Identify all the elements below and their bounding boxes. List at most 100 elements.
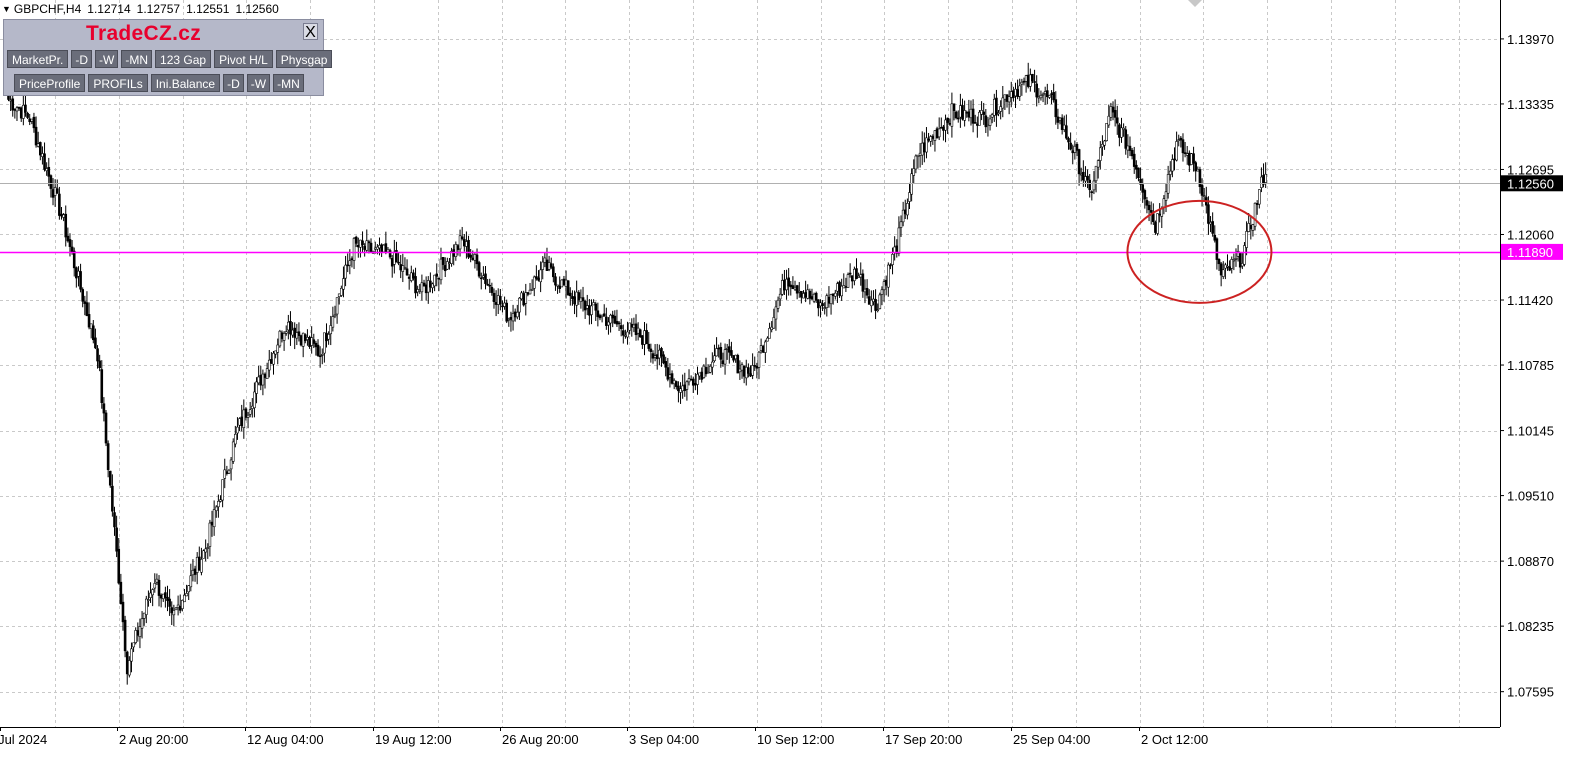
candle-body-up <box>1253 202 1257 227</box>
profils-button[interactable]: PROFILs <box>88 74 148 92</box>
candle-body-up <box>1043 91 1047 95</box>
candle <box>520 290 523 301</box>
candle <box>543 252 547 268</box>
candle <box>607 317 610 335</box>
candle <box>47 157 51 187</box>
candle <box>976 116 979 138</box>
candle <box>1219 261 1223 287</box>
candle-body-up <box>590 305 593 315</box>
candle <box>715 337 718 357</box>
weekly-button[interactable]: -W <box>95 50 119 68</box>
candle <box>1022 77 1026 86</box>
daily-button[interactable]: -D <box>71 50 93 68</box>
candle <box>248 401 252 418</box>
candle-body-down <box>844 286 848 288</box>
gap-123-button[interactable]: 123 Gap <box>155 50 212 68</box>
initial-balance-button[interactable]: Ini.Balance <box>150 74 221 92</box>
candle-body-up <box>1224 264 1227 269</box>
candle-body-down <box>346 264 350 267</box>
candle-body-up <box>511 313 515 322</box>
candle-body-down <box>954 111 958 119</box>
close-button[interactable]: X <box>303 23 318 41</box>
candle-body-down <box>647 343 651 349</box>
candle <box>808 288 812 305</box>
candle <box>522 290 525 307</box>
candle <box>320 348 324 365</box>
candle-body-down <box>1143 190 1147 200</box>
candle <box>223 458 227 489</box>
candle <box>327 331 330 345</box>
candle-body-up <box>284 331 288 334</box>
candle-body-up <box>1168 170 1172 175</box>
candle <box>136 622 140 642</box>
candle-body-down <box>350 258 354 260</box>
candle <box>106 440 110 478</box>
candle <box>306 329 309 346</box>
candle <box>62 213 65 222</box>
candle-body-down <box>280 332 284 339</box>
ib-weekly-button[interactable]: -W <box>246 74 271 92</box>
monthly-button[interactable]: -MN <box>121 50 153 68</box>
candle-body-up <box>980 110 983 115</box>
candle-body-down <box>1207 204 1210 224</box>
candle <box>225 465 229 476</box>
candle-body-up <box>1226 265 1229 268</box>
candle <box>130 642 133 673</box>
candle <box>1234 248 1238 267</box>
candle <box>1162 195 1166 215</box>
candle <box>484 265 487 290</box>
candle-body-down <box>1200 184 1204 196</box>
candle-body-up <box>628 322 631 331</box>
candle-body-up <box>1079 173 1083 176</box>
candle-body-up <box>897 227 901 254</box>
candle-body-up <box>149 592 152 598</box>
candle <box>32 112 36 133</box>
candle-body-up <box>229 459 233 470</box>
candle <box>891 247 894 275</box>
candle-body-up <box>448 262 451 264</box>
candle <box>403 257 407 270</box>
candle-body-up <box>255 381 258 394</box>
pivot-button[interactable]: Pivot H/L <box>214 50 273 68</box>
ib-daily-button[interactable]: -D <box>223 74 244 92</box>
candle <box>1224 262 1227 280</box>
candle-body-up <box>1190 153 1193 165</box>
candle <box>98 354 101 372</box>
candle-body-down <box>649 348 653 352</box>
candle <box>405 259 409 276</box>
candle <box>265 362 269 379</box>
ib-monthly-button[interactable]: -MN <box>273 74 304 92</box>
candle-body-up <box>1101 143 1104 148</box>
candle <box>111 474 114 517</box>
candle-body-up <box>986 124 990 126</box>
candle <box>198 546 201 571</box>
candle-body-down <box>312 339 316 344</box>
candle-body-down <box>325 332 328 342</box>
physgap-button[interactable]: Physgap <box>275 50 333 68</box>
market-profile-button[interactable]: MarketPr. <box>7 50 69 68</box>
candle <box>1226 254 1229 271</box>
candle <box>747 363 750 378</box>
candle <box>672 378 676 390</box>
candle <box>1202 188 1206 202</box>
candle <box>823 302 827 315</box>
candle <box>1075 142 1079 157</box>
candle-body-up <box>797 290 801 293</box>
candle <box>611 310 615 328</box>
candle <box>778 288 782 306</box>
candle <box>664 356 668 377</box>
candle <box>997 109 1000 117</box>
candle-body-down <box>568 292 572 297</box>
candle <box>711 352 714 375</box>
dropdown-triangle-icon[interactable]: ▼ <box>2 4 11 14</box>
candle <box>670 370 674 385</box>
candle <box>1209 216 1212 233</box>
candle-body-up <box>1162 198 1166 208</box>
candle-body-up <box>251 405 254 409</box>
price-profile-button[interactable]: PriceProfile <box>14 74 86 92</box>
candle <box>789 281 793 296</box>
candle <box>242 399 246 439</box>
candle-body-up <box>496 295 500 305</box>
candle-body-down <box>884 279 888 286</box>
